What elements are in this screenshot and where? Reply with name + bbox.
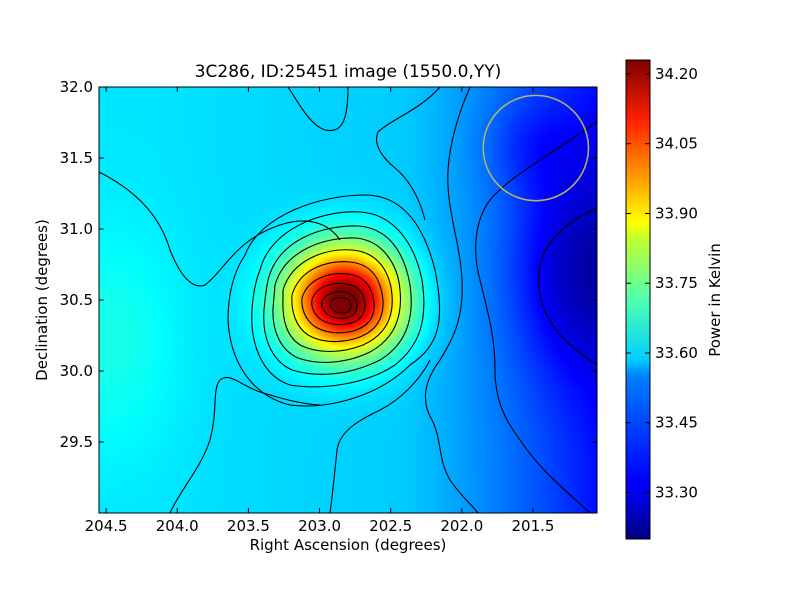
contour-west xyxy=(99,171,341,287)
contour-center-9 xyxy=(329,297,352,314)
colorbar-ticks: 33.30 33.45 33.60 33.75 33.90 34.05 34.20 xyxy=(626,65,698,501)
contour-center-7 xyxy=(311,282,366,326)
x-tick-label: 201.5 xyxy=(511,517,554,535)
contour-center-1 xyxy=(251,211,425,388)
colorbar-tick-label: 33.90 xyxy=(655,204,698,222)
contour-east-2 xyxy=(475,120,597,513)
colorbar-tick-label: 33.30 xyxy=(655,483,698,501)
colorbar-tick-label: 33.60 xyxy=(655,344,698,362)
colorbar-tick-label: 33.75 xyxy=(655,274,698,292)
y-tick-label: 31.0 xyxy=(60,220,93,238)
x-tick-label: 203.0 xyxy=(298,517,341,535)
y-tick-label: 32.0 xyxy=(60,78,93,96)
contour-east-1 xyxy=(424,87,479,513)
x-tick-label: 203.5 xyxy=(227,517,270,535)
contour-center-4 xyxy=(282,249,393,352)
x-tick-label: 204.0 xyxy=(156,517,199,535)
colorbar-tick-label: 34.20 xyxy=(655,65,698,83)
y-tick-label: 30.5 xyxy=(60,291,93,309)
contour-center-5 xyxy=(291,261,384,343)
contour-ne xyxy=(376,87,441,221)
chart-title: 3C286, ID:25451 image (1550.0,YY) xyxy=(195,62,502,82)
y-tick-label: 31.5 xyxy=(60,149,93,167)
x-tick-label: 202.5 xyxy=(369,517,412,535)
colorbar xyxy=(625,59,651,540)
beam-circle xyxy=(482,94,590,202)
y-axis-ticks: 29.5 30.0 30.5 31.0 31.5 32.0 xyxy=(60,78,597,451)
contour-center-outer xyxy=(227,194,441,407)
contour-lines xyxy=(99,87,597,513)
colorbar-label: Power in Kelvin xyxy=(706,243,724,357)
y-tick-label: 30.0 xyxy=(60,362,93,380)
x-tick-label: 202.0 xyxy=(440,517,483,535)
contour-center-6 xyxy=(301,273,375,334)
heatmap-area xyxy=(99,87,597,513)
y-tick-label: 29.5 xyxy=(60,433,93,451)
colorbar-tick-label: 33.45 xyxy=(655,414,698,432)
colorbar-tick-label: 34.05 xyxy=(655,135,698,153)
contour-center-8 xyxy=(321,291,358,319)
y-axis-label: Declination (degrees) xyxy=(33,219,51,381)
x-tick-label: 204.5 xyxy=(85,517,128,535)
contour-east-3 xyxy=(538,207,597,366)
contour-center-2 xyxy=(263,225,412,375)
contour-north xyxy=(287,87,349,132)
x-axis-label: Right Ascension (degrees) xyxy=(250,536,447,554)
x-axis-ticks: 204.5 204.0 203.5 203.0 202.5 202.0 201.5 xyxy=(85,87,554,535)
contour-south-2 xyxy=(329,359,431,513)
contour-center-3 xyxy=(272,237,402,363)
contour-south xyxy=(169,376,321,513)
